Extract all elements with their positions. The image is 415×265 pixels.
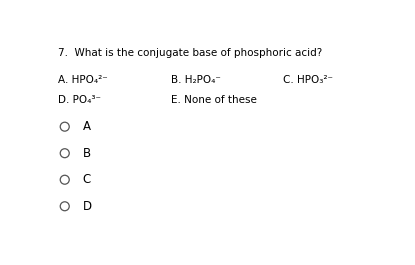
Text: D: D <box>83 200 92 213</box>
Text: A: A <box>83 120 90 133</box>
Text: A. HPO₄²⁻: A. HPO₄²⁻ <box>58 75 108 85</box>
Text: B. H₂PO₄⁻: B. H₂PO₄⁻ <box>171 75 221 85</box>
Text: E. None of these: E. None of these <box>171 95 257 105</box>
Text: B: B <box>83 147 90 160</box>
Text: D. PO₄³⁻: D. PO₄³⁻ <box>58 95 101 105</box>
Text: C. HPO₃²⁻: C. HPO₃²⁻ <box>283 75 333 85</box>
Text: C: C <box>83 173 91 186</box>
Text: 7.  What is the conjugate base of phosphoric acid?: 7. What is the conjugate base of phospho… <box>58 48 322 58</box>
